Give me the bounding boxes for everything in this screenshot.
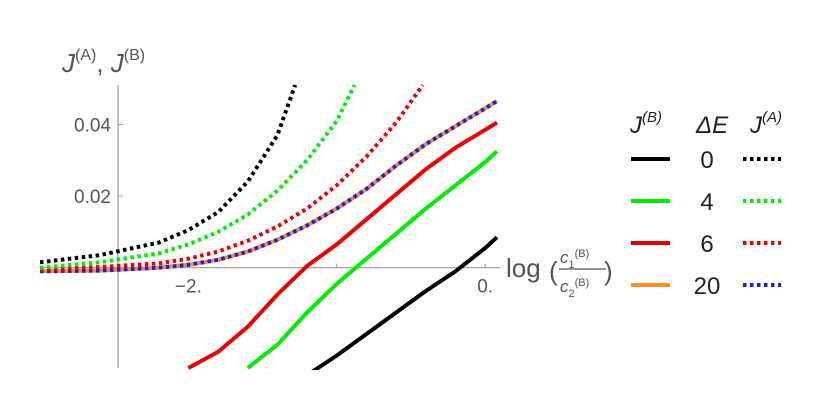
series-line-solid-1 — [246, 149, 499, 370]
y-axis-title: J(A), J(B) — [61, 47, 145, 78]
series-line-solid-0 — [311, 235, 499, 370]
y-tick-label: 0.04 — [74, 115, 111, 136]
axes — [40, 85, 500, 368]
legend-value: 0 — [700, 147, 713, 174]
x-axis-title: log ( c1(B) c2(B) ) — [506, 248, 613, 300]
tick-labels: −2. 0. 0.02 0.04 — [74, 115, 493, 297]
legend-header-ja: J(A) — [749, 109, 782, 139]
legend-value: 20 — [694, 273, 721, 300]
legend-header-de: ΔE — [695, 112, 729, 139]
legend: J(B) ΔE J(A) 0 4 6 20 — [629, 109, 782, 300]
legend-header-jb: J(B) — [629, 109, 662, 139]
series-line-dotted-5 — [40, 83, 425, 272]
series-line-dotted-7 — [40, 84, 298, 265]
legend-value: 4 — [700, 189, 713, 216]
series-line-dotted-6 — [40, 84, 357, 270]
x-title-close-paren: ) — [604, 256, 613, 286]
series-group — [40, 83, 499, 370]
series-line-dotted-4 — [40, 99, 499, 274]
legend-value: 6 — [700, 231, 713, 258]
x-tick-label: −2. — [175, 277, 202, 298]
x-title-denominator: c2(B) — [560, 277, 589, 300]
x-title-open-paren: ( — [549, 256, 558, 286]
svg-text:log: log — [506, 253, 541, 283]
x-title-numerator: c1(B) — [560, 248, 589, 271]
x-tick-label: 0. — [477, 277, 493, 298]
series-line-solid-2 — [187, 120, 499, 370]
y-tick-label: 0.02 — [74, 187, 111, 208]
